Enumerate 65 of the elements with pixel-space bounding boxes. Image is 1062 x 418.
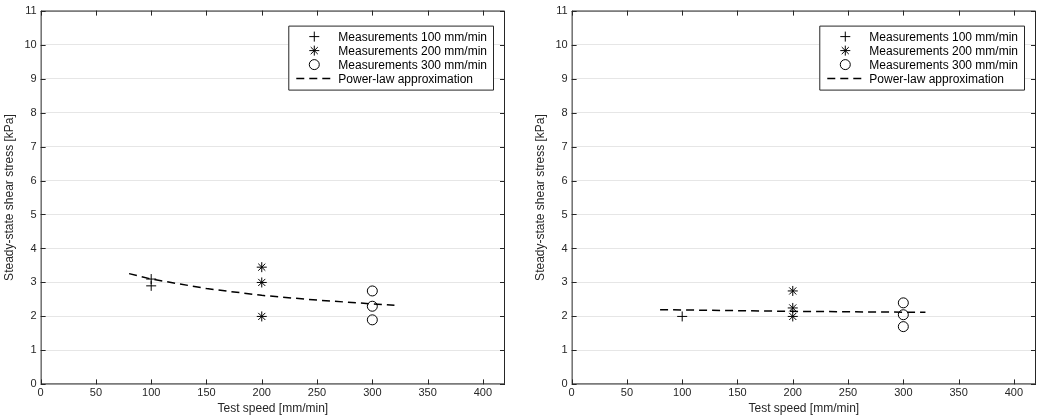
x-tick-label: 250 xyxy=(838,386,858,399)
y-tick-label: 4 xyxy=(561,241,568,254)
x-tick-label: 150 xyxy=(728,386,747,399)
x-tick-label: 350 xyxy=(949,386,968,399)
y-tick-label: 9 xyxy=(30,71,37,84)
y-axis-title: Steady-state shear stress [kPa] xyxy=(532,114,547,281)
legend-label: Measurements 100 mm/min xyxy=(338,29,487,44)
point xyxy=(897,309,909,321)
x-tick-label: 50 xyxy=(89,386,103,399)
x-tick-label: 100 xyxy=(673,386,692,399)
point xyxy=(676,310,688,322)
x-tick-label: 150 xyxy=(197,386,216,399)
y-tick-label: 5 xyxy=(561,207,568,220)
legend-label: Measurements 300 mm/min xyxy=(869,57,1018,72)
x-tick-label: 300 xyxy=(363,386,382,399)
point xyxy=(256,261,268,273)
legend-label: Power-law approximation xyxy=(869,71,1005,86)
point xyxy=(256,310,268,322)
legend-label: Power-law approximation xyxy=(338,71,474,86)
x-tick-label: 200 xyxy=(783,386,802,399)
y-tick-label: 3 xyxy=(30,275,37,288)
x-tick-label: 200 xyxy=(252,386,271,399)
y-tick-label: 7 xyxy=(561,139,568,152)
y-tick-label: 4 xyxy=(30,241,37,254)
y-tick-label: 11 xyxy=(25,3,37,16)
y-tick-label: 3 xyxy=(561,275,568,288)
y-tick-label: 0 xyxy=(561,377,568,390)
legend-label: Measurements 200 mm/min xyxy=(338,43,487,58)
y-tick-label: 6 xyxy=(30,173,37,186)
point xyxy=(897,297,909,309)
legend-label: Measurements 200 mm/min xyxy=(869,43,1018,58)
y-tick-label: 7 xyxy=(30,139,37,152)
legend-label: Measurements 100 mm/min xyxy=(869,29,1018,44)
x-tick-label: 50 xyxy=(620,386,634,399)
point xyxy=(366,285,378,297)
y-tick-label: 11 xyxy=(556,3,568,16)
x-tick-label: 350 xyxy=(418,386,437,399)
y-tick-label: 0 xyxy=(30,377,37,390)
point xyxy=(787,302,799,314)
x-tick-label: 400 xyxy=(473,386,493,399)
y-tick-label: 2 xyxy=(561,309,568,322)
y-tick-label: 2 xyxy=(30,309,37,322)
y-tick-label: 10 xyxy=(555,37,568,50)
y-tick-label: 8 xyxy=(30,105,37,118)
legend-label: Measurements 300 mm/min xyxy=(338,57,487,72)
x-tick-label: 300 xyxy=(894,386,913,399)
y-axis-title: Steady-state shear stress [kPa] xyxy=(1,114,16,281)
point xyxy=(145,280,157,292)
y-tick-label: 9 xyxy=(561,71,568,84)
x-tick-label: 100 xyxy=(142,386,161,399)
y-tick-label: 1 xyxy=(30,343,37,356)
point xyxy=(897,321,909,333)
y-tick-label: 1 xyxy=(561,343,568,356)
y-tick-label: 8 xyxy=(561,105,568,118)
y-tick-label: 10 xyxy=(24,37,37,50)
y-tick-label: 6 xyxy=(561,173,568,186)
x-axis-title: Test speed [mm/min] xyxy=(748,401,860,416)
y-tick-label: 5 xyxy=(30,207,37,220)
point xyxy=(366,300,378,312)
point xyxy=(366,314,378,326)
x-axis-title: Test speed [mm/min] xyxy=(217,401,329,416)
point xyxy=(787,285,799,297)
x-tick-label: 250 xyxy=(307,386,327,399)
x-tick-label: 400 xyxy=(1004,386,1024,399)
point xyxy=(256,276,268,288)
